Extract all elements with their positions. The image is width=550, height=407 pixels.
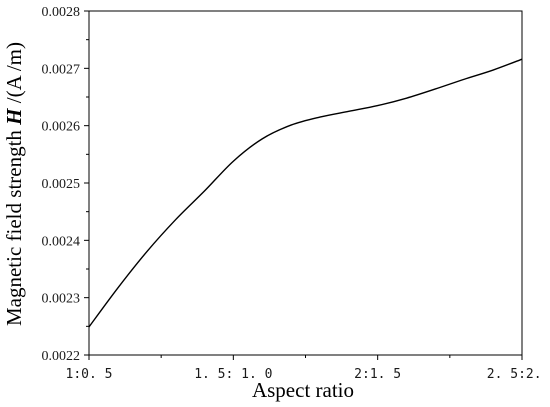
y-axis-title-symbol: H xyxy=(2,108,26,126)
y-tick-label: 0.0026 xyxy=(42,120,81,135)
y-tick-label: 0.0027 xyxy=(42,62,81,77)
y-axis-title-prefix: Magnetic field strength xyxy=(2,125,26,326)
x-tick-label: 1:0. 5 xyxy=(66,367,113,382)
y-tick-label: 0.0024 xyxy=(42,234,81,249)
y-axis-ticks: 0.0022 0.0023 0.0024 0.0025 0.0026 0.0027 0.00… xyxy=(42,5,90,364)
series-line xyxy=(89,59,522,327)
y-axis-title-suffix: /(A /m) xyxy=(2,42,26,109)
y-tick-label: 0.0023 xyxy=(42,292,81,307)
y-tick-label: 0.0022 xyxy=(42,349,81,364)
y-axis-title: Magnetic field strength H /(A /m) xyxy=(2,42,26,326)
x-tick-label: 2:1. 5 xyxy=(354,367,401,382)
y-tick-label: 0.0028 xyxy=(42,5,81,20)
y-tick-label: 0.0025 xyxy=(42,177,81,192)
x-axis-title: Aspect ratio xyxy=(252,378,354,402)
series-group xyxy=(89,59,522,327)
plot-area-frame xyxy=(89,11,522,355)
x-tick-label: 2. 5:2. 0 xyxy=(487,367,550,382)
